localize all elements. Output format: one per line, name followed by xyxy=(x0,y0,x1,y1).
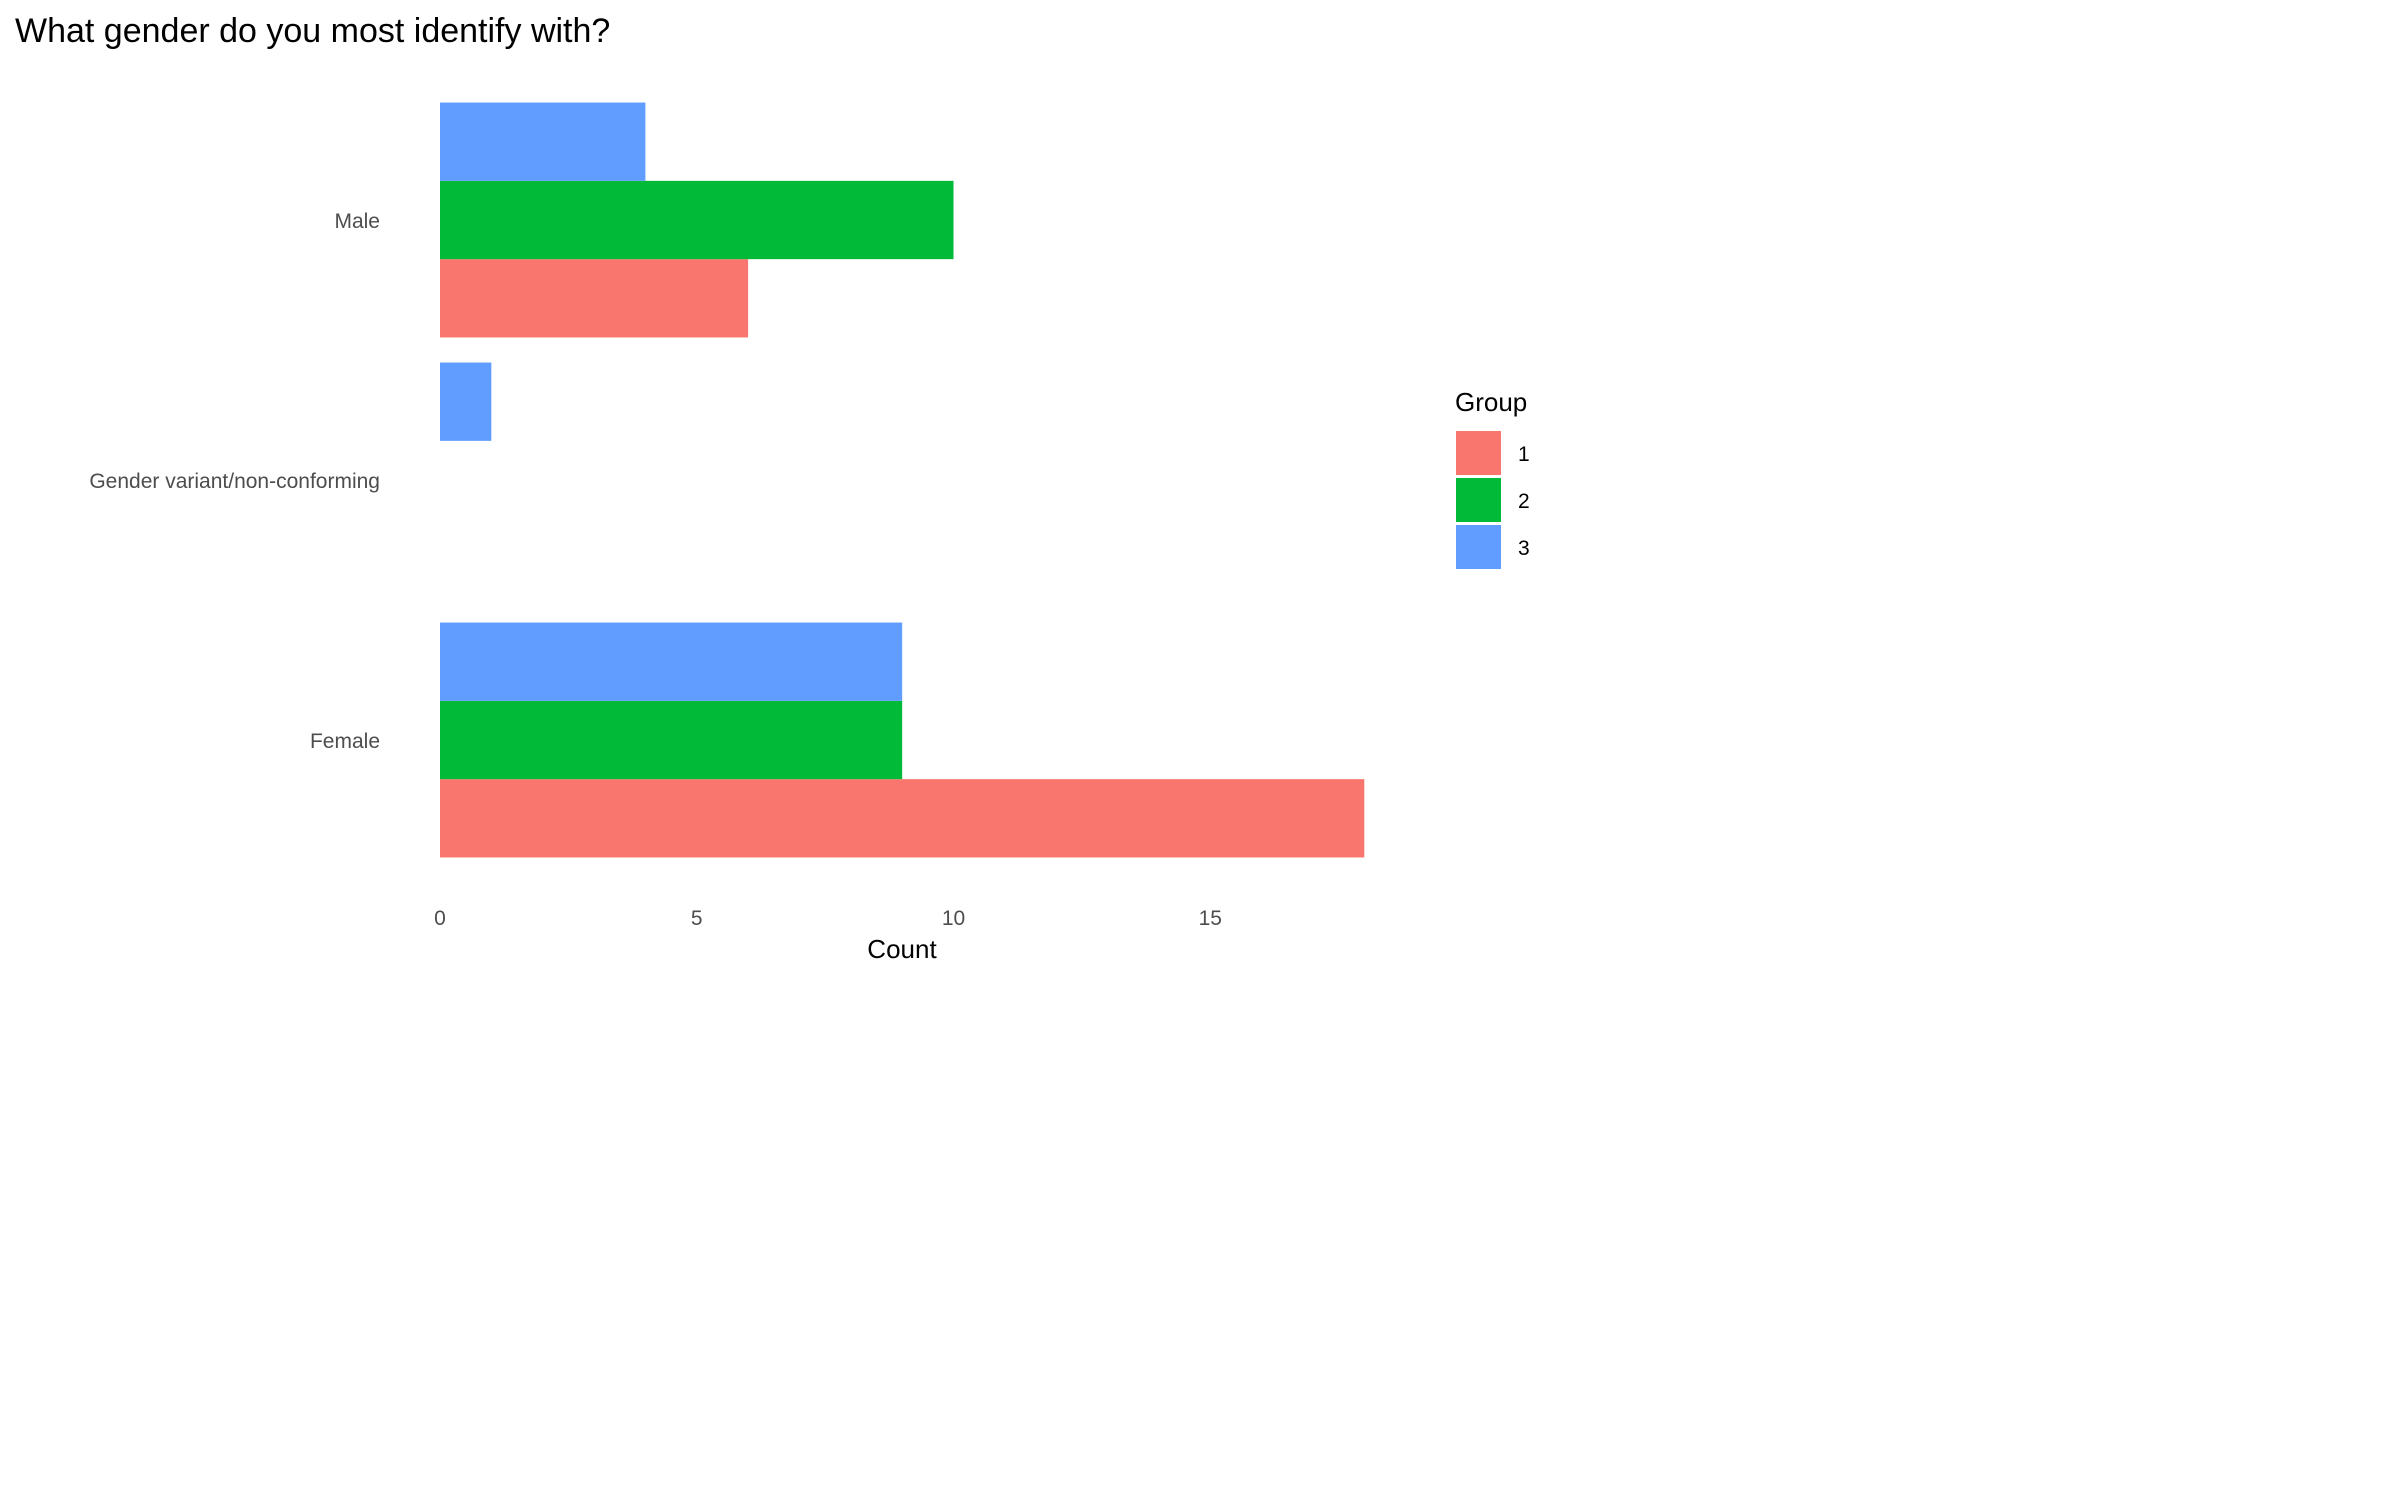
legend-label-2: 2 xyxy=(1518,490,1530,513)
x-tick-label: 0 xyxy=(434,907,446,930)
y-tick-label: Gender variant/non-conforming xyxy=(89,470,380,493)
legend-items: 1 2 3 xyxy=(1456,431,1530,569)
x-axis-ticks: 0 5 10 15 xyxy=(434,907,1222,930)
bar-gender-variant-non-conforming-group-3 xyxy=(440,362,492,441)
x-tick-label: 10 xyxy=(942,907,965,930)
legend-label-3: 3 xyxy=(1518,537,1530,560)
legend-label-1: 1 xyxy=(1518,443,1530,466)
legend: Group 1 2 3 xyxy=(1455,387,1530,569)
y-tick-label: Male xyxy=(334,210,380,233)
bar-female-group-2 xyxy=(440,700,903,780)
legend-swatch-3 xyxy=(1456,525,1501,569)
legend-swatch-2 xyxy=(1456,478,1501,522)
bar-male-group-2 xyxy=(440,180,954,260)
x-tick-label: 5 xyxy=(691,907,703,930)
bar-male-group-3 xyxy=(440,102,646,181)
bar-male-group-1 xyxy=(440,259,749,338)
bar-chart: What gender do you most identify with? M… xyxy=(15,12,1530,964)
bar-female-group-3 xyxy=(440,622,903,701)
chart-title: What gender do you most identify with? xyxy=(15,12,610,50)
legend-title: Group xyxy=(1455,387,1527,417)
y-tick-label: Female xyxy=(310,730,380,753)
legend-swatch-1 xyxy=(1456,431,1501,475)
x-axis-title: Count xyxy=(867,934,937,964)
y-axis-ticks: Male Gender variant/non-conforming Female xyxy=(89,210,380,753)
bars-group xyxy=(440,102,1365,858)
x-tick-label: 15 xyxy=(1199,907,1222,930)
bar-female-group-1 xyxy=(440,779,1365,858)
